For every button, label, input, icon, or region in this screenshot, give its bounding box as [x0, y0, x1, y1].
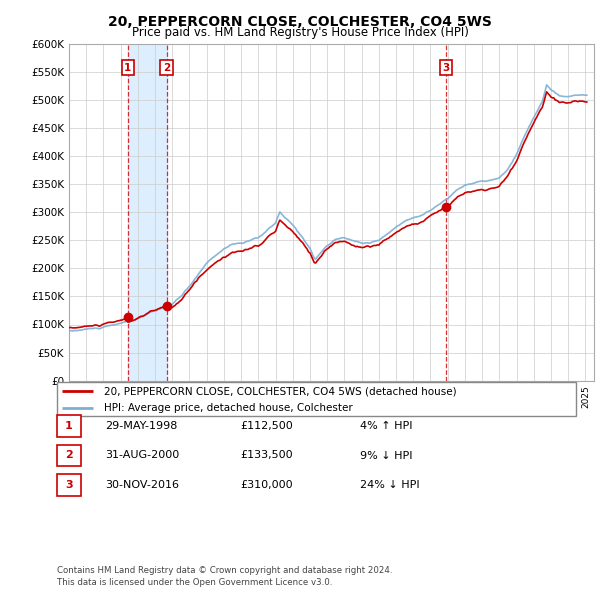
Text: £112,500: £112,500 [240, 421, 293, 431]
Text: Contains HM Land Registry data © Crown copyright and database right 2024.
This d: Contains HM Land Registry data © Crown c… [57, 566, 392, 587]
Text: 3: 3 [65, 480, 73, 490]
Text: 9% ↓ HPI: 9% ↓ HPI [360, 451, 413, 460]
Text: 29-MAY-1998: 29-MAY-1998 [105, 421, 178, 431]
Text: 1: 1 [65, 421, 73, 431]
Bar [128, 44, 167, 381]
Text: 3: 3 [443, 63, 450, 73]
Text: HPI: Average price, detached house, Colchester: HPI: Average price, detached house, Colc… [104, 404, 352, 414]
Text: 31-AUG-2000: 31-AUG-2000 [105, 451, 179, 460]
Text: 20, PEPPERCORN CLOSE, COLCHESTER, CO4 5WS (detached house): 20, PEPPERCORN CLOSE, COLCHESTER, CO4 5W… [104, 386, 457, 396]
Text: 4% ↑ HPI: 4% ↑ HPI [360, 421, 413, 431]
Text: Price paid vs. HM Land Registry's House Price Index (HPI): Price paid vs. HM Land Registry's House … [131, 26, 469, 39]
Text: 2: 2 [65, 451, 73, 460]
Text: 2: 2 [163, 63, 170, 73]
Text: 1: 1 [124, 63, 131, 73]
Text: 20, PEPPERCORN CLOSE, COLCHESTER, CO4 5WS: 20, PEPPERCORN CLOSE, COLCHESTER, CO4 5W… [108, 15, 492, 29]
Text: 24% ↓ HPI: 24% ↓ HPI [360, 480, 419, 490]
Text: £133,500: £133,500 [240, 451, 293, 460]
Text: 30-NOV-2016: 30-NOV-2016 [105, 480, 179, 490]
Text: £310,000: £310,000 [240, 480, 293, 490]
